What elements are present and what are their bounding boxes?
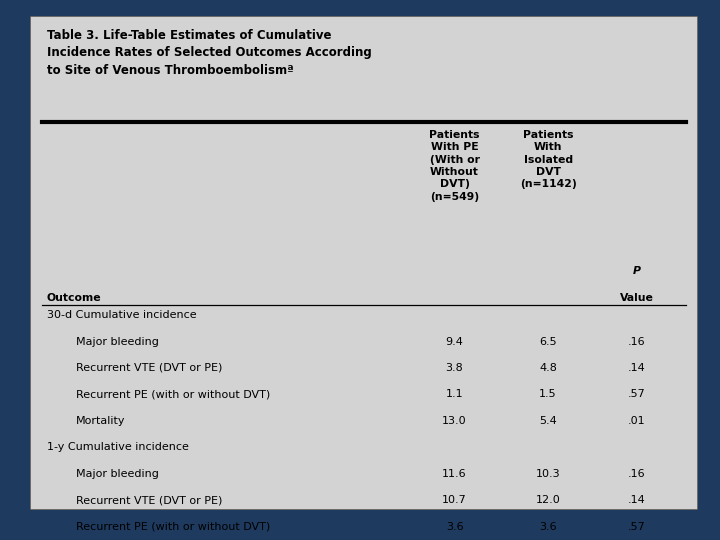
Text: Major bleeding: Major bleeding bbox=[76, 336, 158, 347]
Text: 30-d Cumulative incidence: 30-d Cumulative incidence bbox=[47, 310, 197, 320]
Text: .57: .57 bbox=[628, 522, 646, 531]
Text: P: P bbox=[633, 266, 641, 275]
Text: .16: .16 bbox=[628, 469, 646, 479]
Text: 10.7: 10.7 bbox=[442, 495, 467, 505]
Text: Value: Value bbox=[620, 293, 654, 303]
Text: Patients
With
Isolated
DVT
(n=1142): Patients With Isolated DVT (n=1142) bbox=[520, 130, 577, 190]
Text: 5.4: 5.4 bbox=[539, 416, 557, 426]
Text: 11.6: 11.6 bbox=[442, 469, 467, 479]
Text: Outcome: Outcome bbox=[47, 293, 102, 303]
Text: Patients
With PE
(With or
Without
DVT)
(n=549): Patients With PE (With or Without DVT) (… bbox=[429, 130, 480, 202]
Text: .14: .14 bbox=[628, 363, 646, 373]
Text: 1.1: 1.1 bbox=[446, 389, 464, 400]
Text: .16: .16 bbox=[628, 336, 646, 347]
Text: Recurrent VTE (DVT or PE): Recurrent VTE (DVT or PE) bbox=[76, 495, 222, 505]
Text: 4.8: 4.8 bbox=[539, 363, 557, 373]
Text: 1-y Cumulative incidence: 1-y Cumulative incidence bbox=[47, 442, 189, 453]
Text: .57: .57 bbox=[628, 389, 646, 400]
Text: 3.6: 3.6 bbox=[446, 522, 464, 531]
Text: 13.0: 13.0 bbox=[442, 416, 467, 426]
Text: Mortality: Mortality bbox=[76, 416, 125, 426]
Text: Recurrent VTE (DVT or PE): Recurrent VTE (DVT or PE) bbox=[76, 363, 222, 373]
Text: .14: .14 bbox=[628, 495, 646, 505]
Text: 1.5: 1.5 bbox=[539, 389, 557, 400]
Text: 6.5: 6.5 bbox=[539, 336, 557, 347]
Text: Recurrent PE (with or without DVT): Recurrent PE (with or without DVT) bbox=[76, 389, 270, 400]
Text: 9.4: 9.4 bbox=[446, 336, 464, 347]
Text: 3.8: 3.8 bbox=[446, 363, 464, 373]
Text: Major bleeding: Major bleeding bbox=[76, 469, 158, 479]
Text: 3.6: 3.6 bbox=[539, 522, 557, 531]
Text: .01: .01 bbox=[628, 416, 646, 426]
Text: Recurrent PE (with or without DVT): Recurrent PE (with or without DVT) bbox=[76, 522, 270, 531]
Text: Table 3. Life-Table Estimates of Cumulative
Incidence Rates of Selected Outcomes: Table 3. Life-Table Estimates of Cumulat… bbox=[47, 29, 372, 77]
Text: 10.3: 10.3 bbox=[536, 469, 560, 479]
Text: 12.0: 12.0 bbox=[536, 495, 560, 505]
FancyBboxPatch shape bbox=[30, 16, 698, 510]
